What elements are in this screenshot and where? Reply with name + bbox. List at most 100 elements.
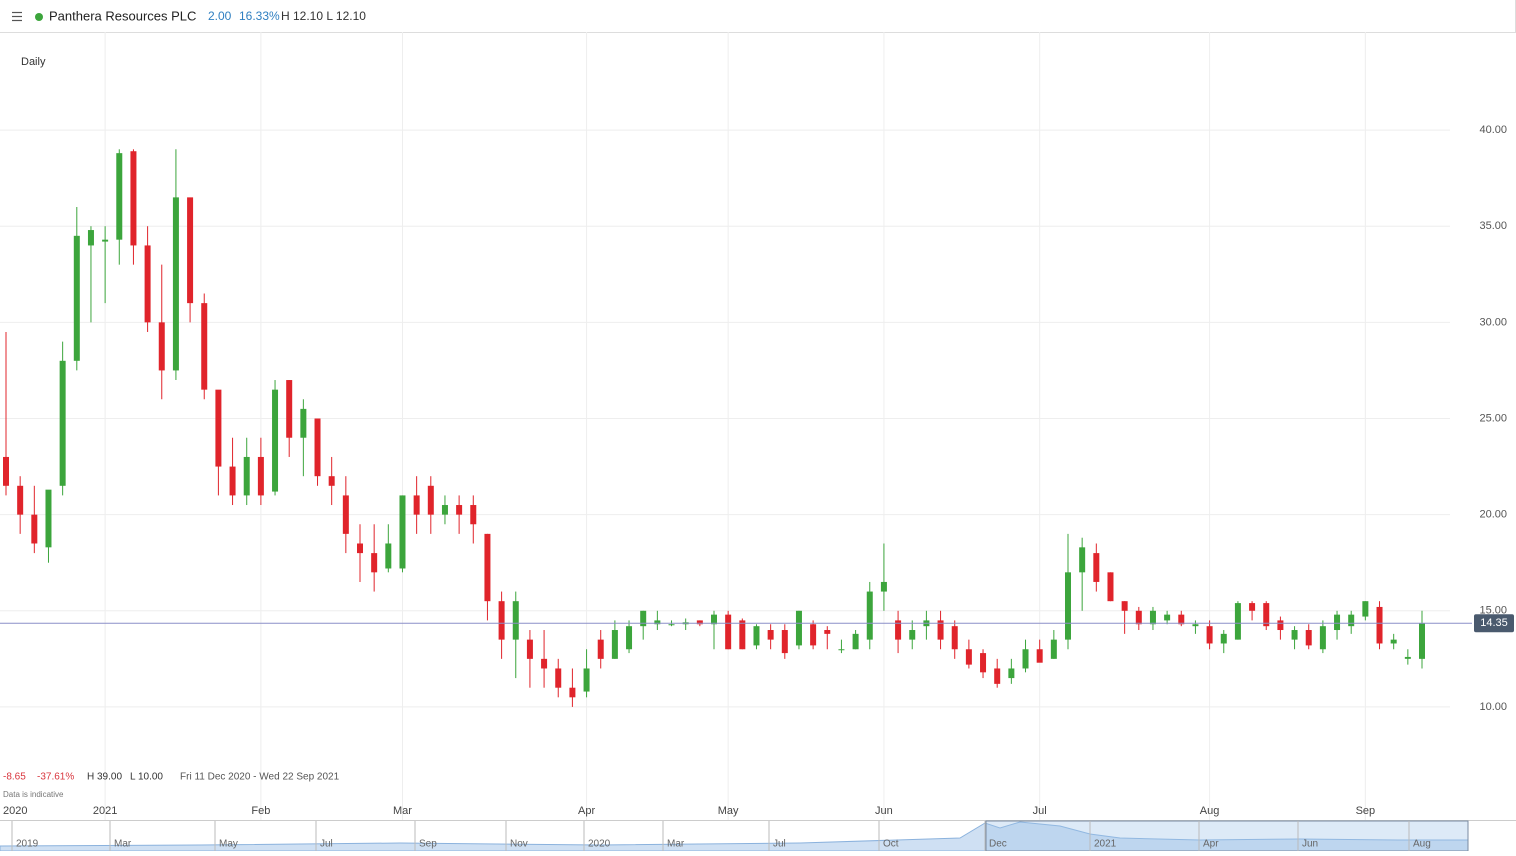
candle-body (569, 687, 576, 698)
y-tick-label: 30.00 (1479, 316, 1507, 328)
candle-body (1305, 630, 1312, 646)
candle-body (102, 239, 109, 242)
candle-body (1178, 614, 1185, 625)
navigator-label: Dec (989, 839, 1007, 850)
status-dot (35, 13, 43, 21)
navigator-window[interactable] (985, 820, 1469, 852)
candle-body (73, 235, 80, 361)
candle-body (1404, 656, 1411, 659)
candle-body (980, 653, 987, 673)
candle-body (1390, 639, 1397, 644)
menu-icon[interactable] (12, 11, 22, 22)
candle-body (314, 418, 321, 477)
candle-body (781, 630, 788, 654)
x-tick-label: Mar (393, 805, 412, 817)
candle-body (951, 626, 958, 650)
candle-body (1022, 649, 1029, 669)
candle-body (1036, 649, 1043, 663)
navigator-area (0, 821, 1469, 852)
candle-body (583, 668, 590, 692)
candle-body (526, 639, 533, 659)
candle-body (441, 505, 448, 515)
stat-low: L 10.00 (130, 772, 163, 783)
candle-body (17, 485, 24, 515)
candle-body (1419, 623, 1425, 659)
candle-body (1334, 614, 1341, 631)
candle-body (611, 630, 618, 659)
candle-body (158, 322, 165, 371)
candle-body (895, 620, 902, 640)
candle-body (371, 553, 378, 573)
navigator-label: 2021 (1094, 839, 1117, 850)
change: 2.00 (208, 9, 232, 23)
candle-body (1206, 626, 1213, 644)
candle-body (1277, 620, 1284, 631)
interval: Daily (21, 56, 46, 68)
navigator-label: 2019 (16, 839, 39, 850)
y-tick-label: 40.00 (1479, 124, 1507, 136)
candle-body (272, 389, 279, 492)
candle-body (342, 495, 349, 534)
candle-body (1348, 614, 1355, 627)
candle-body (725, 614, 732, 650)
x-tick-label: May (718, 805, 739, 817)
candle-body (824, 630, 831, 634)
candle-body (838, 649, 845, 651)
candle-body (201, 303, 208, 390)
candle-body (668, 624, 675, 626)
candle-body (116, 153, 123, 240)
candle-body (427, 485, 434, 515)
candle-body (909, 630, 916, 640)
candle-body (1008, 668, 1015, 679)
stat-change-pct: -37.61% (37, 772, 74, 783)
candle-body (1376, 606, 1383, 644)
candle-body (59, 360, 66, 486)
candle-body (498, 601, 505, 640)
candle-body (357, 543, 363, 554)
candle-body (880, 581, 887, 592)
candle-body (739, 620, 746, 650)
stat-change: -8.65 (3, 772, 26, 783)
candle-body (45, 489, 52, 548)
candle-body (229, 466, 236, 496)
candle-body (937, 620, 944, 640)
candle-body (994, 668, 1001, 684)
plot: 10.00 15.00 20.00 25.00 30.00 35.00 40.00 2020 2… (0, 32, 1514, 820)
candle-body (300, 408, 307, 438)
candle-body (512, 601, 519, 640)
candle-body (810, 624, 817, 646)
candle-body (1149, 610, 1156, 625)
candle-body (1164, 614, 1171, 621)
candle-body (385, 543, 392, 569)
candle-body (965, 649, 972, 665)
candle-body (555, 668, 562, 688)
x-tick-label: Aug (1200, 805, 1220, 817)
candle-body (3, 456, 9, 486)
candle-body (1192, 624, 1199, 627)
y-tick-label: 35.00 (1479, 220, 1507, 232)
candle-body (257, 456, 264, 496)
candle-body (696, 620, 703, 625)
candle-body (1135, 610, 1142, 625)
navigator-label: Jul (320, 839, 333, 850)
candle-body (1249, 603, 1256, 611)
navigator-label: Apr (1203, 839, 1219, 850)
candle-body (215, 389, 222, 467)
candle-body (286, 380, 293, 438)
navigator-label: Nov (510, 839, 528, 850)
candle-body (1220, 633, 1227, 644)
candle-body (1050, 639, 1057, 659)
candle-body (413, 495, 420, 515)
candle-body (172, 197, 179, 371)
navigator-label: Aug (1413, 839, 1431, 850)
candle-body (626, 626, 633, 650)
candle-body (130, 151, 137, 246)
candle-body (1093, 553, 1100, 582)
stat-note: Data is indicative (3, 790, 64, 799)
navigator-label: Mar (667, 839, 685, 850)
y-tick-label: 20.00 (1479, 509, 1507, 521)
candle-body (1362, 601, 1369, 617)
navigator-label: Oct (883, 839, 899, 850)
candle-body (767, 630, 774, 640)
